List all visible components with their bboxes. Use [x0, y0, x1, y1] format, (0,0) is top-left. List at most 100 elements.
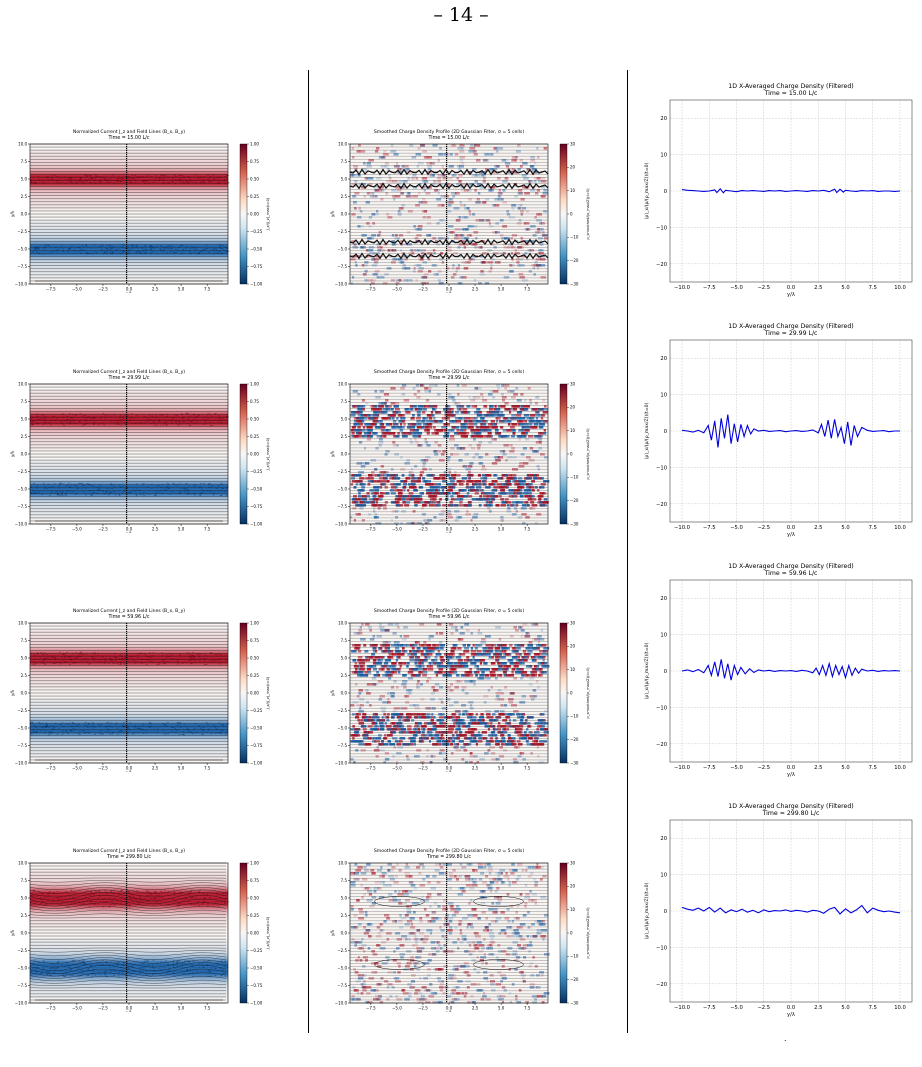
y-axis-label: y/λ [330, 929, 335, 936]
y-tick-label: 10.0 [338, 382, 347, 387]
mid-panel-3: Smoothed Charge Density Profile (2D Gaus… [320, 607, 620, 776]
colorbar-tick-label: 1.00 [250, 381, 259, 386]
colorbar-tick-label: 0.25 [250, 434, 259, 439]
left-panel-4: Normalized Current J_z and Field Lines (… [0, 847, 300, 1016]
x-axis-label: x/λ [446, 770, 453, 772]
x-axis-label: x/λ [126, 770, 133, 772]
x-tick-label: 0.0 [446, 527, 453, 532]
y-axis-label: ⟨ρ⟩_x/(ρ/(ρ_max/Z))(t=0) [644, 882, 650, 939]
heatmap [30, 383, 229, 525]
x-tick-label: −2.5 [98, 527, 108, 532]
panel-title: Smoothed Charge Density Profile (2D Gaus… [374, 369, 524, 375]
x-tick-label: −7.5 [366, 287, 376, 292]
axes-frame [669, 99, 913, 283]
x-tick-label: −10.0 [674, 765, 690, 771]
colorbar-label: ρ_smoothed/(ρ_max/Z)(t=0) [586, 428, 590, 480]
x-tick-label: −5.0 [72, 527, 82, 532]
colorbar-tick-label: 0.00 [250, 930, 259, 935]
y-axis-label: y/λ [10, 929, 15, 936]
y-tick-label: 2.5 [21, 913, 28, 918]
y-tick-label: −10 [656, 465, 667, 471]
colorbar-tick-label: −10 [570, 714, 579, 719]
panel-time: Time = 15.00 L/c [428, 135, 470, 141]
line-chart-4: 1D X-Averaged Charge Density (Filtered) T… [638, 800, 918, 1034]
colorbar-tick-label: 1.00 [250, 141, 259, 146]
y-tick-label: 2.5 [341, 673, 348, 678]
colorbar-tick-label: 0.75 [250, 878, 259, 883]
x-tick-label: 10.0 [894, 765, 906, 771]
y-tick-label: −10.0 [335, 282, 348, 287]
axes-frame [669, 339, 913, 523]
y-tick-label: 0.0 [341, 931, 348, 936]
chart-title: 1D X-Averaged Charge Density (Filtered) [728, 83, 853, 90]
panel-title: Normalized Current J_z and Field Lines (… [73, 369, 185, 375]
y-tick-label: 10.0 [338, 621, 347, 626]
y-axis-label: ⟨ρ⟩_x/(ρ/(ρ_max/Z))(t=0) [644, 642, 650, 699]
line-chart-3: 1D X-Averaged Charge Density (Filtered) T… [638, 560, 918, 794]
colorbar-tick-label: −20 [570, 737, 579, 742]
y-tick-label: −2.5 [337, 469, 347, 474]
y-tick-label: −10 [656, 225, 667, 231]
panel-time: Time = 29.99 L/c [108, 375, 150, 381]
colorbar-tick-label: −0.25 [250, 948, 263, 953]
x-tick-label: 0.0 [787, 525, 795, 531]
chart-subtitle: Time = 29.99 L/c [764, 330, 818, 337]
x-tick-label: 0.0 [446, 287, 453, 292]
y-tick-label: 7.5 [21, 159, 28, 164]
column-separator-right [627, 70, 628, 1033]
mid-panel-4: Smoothed Charge Density Profile (2D Gaus… [320, 847, 620, 1016]
x-tick-label: 5.0 [498, 287, 505, 292]
colorbar [239, 383, 248, 525]
y-tick-label: −20 [656, 742, 667, 748]
x-tick-label: −10.0 [674, 285, 690, 291]
y-tick-label: 0.0 [21, 691, 28, 696]
x-tick-label: 5.0 [498, 527, 505, 532]
y-tick-label: −2.5 [17, 229, 27, 234]
x-tick-label: 5.0 [498, 1006, 505, 1011]
x-tick-label: −2.5 [98, 287, 108, 292]
y-tick-label: −2.5 [337, 948, 347, 953]
series-line [681, 414, 900, 448]
y-tick-label: 20 [660, 356, 667, 362]
y-tick-label: −7.5 [337, 743, 347, 748]
x-tick-label: −10.0 [674, 1005, 690, 1011]
y-tick-label: 5.0 [341, 896, 348, 901]
x-tick-label: −7.5 [366, 766, 376, 771]
x-tick-label: 0.0 [446, 1006, 453, 1011]
y-tick-label: 10.0 [338, 861, 347, 866]
colorbar-tick-label: 0.50 [250, 416, 259, 421]
colorbar-tick-label: −0.75 [250, 504, 263, 509]
y-axis-label: ⟨ρ⟩_x/(ρ/(ρ_max/Z))(t=0) [644, 402, 650, 459]
x-tick-label: 5.0 [178, 287, 185, 292]
left-panel-2: Normalized Current J_z and Field Lines (… [0, 368, 300, 537]
colorbar-tick-label: 0 [570, 930, 573, 935]
y-tick-label: 2.5 [341, 434, 348, 439]
colorbar-tick-label: 0.25 [250, 673, 259, 678]
x-tick-label: −2.5 [757, 765, 770, 771]
colorbar-label: ρ_smoothed/(ρ_max/Z)(t=0) [586, 907, 590, 959]
y-tick-label: 10.0 [18, 861, 27, 866]
y-tick-label: −2.5 [17, 948, 27, 953]
x-tick-label: −2.5 [757, 285, 770, 291]
y-tick-label: 2.5 [21, 434, 28, 439]
y-tick-label: 20 [660, 116, 667, 122]
y-tick-label: 10.0 [338, 142, 347, 147]
x-tick-label: 0.0 [126, 287, 133, 292]
x-tick-label: 5.0 [841, 765, 849, 771]
y-tick-label: 2.5 [341, 913, 348, 918]
colorbar-tick-label: −0.50 [250, 725, 263, 730]
colorbar-tick-label: 30 [570, 381, 576, 386]
colorbar-tick-label: 20 [570, 884, 576, 889]
colorbar-tick-label: −10 [570, 954, 579, 959]
line-chart-1: 1D X-Averaged Charge Density (Filtered) T… [638, 80, 918, 314]
panel-title: Normalized Current J_z and Field Lines (… [73, 848, 185, 854]
x-tick-label: 0.0 [126, 527, 133, 532]
x-axis-label: y/λ [787, 1012, 795, 1018]
y-tick-label: −5.0 [17, 247, 27, 252]
y-tick-label: −5.0 [337, 966, 347, 971]
chart-subtitle: Time = 59.96 L/c [764, 570, 818, 577]
x-tick-label: 2.5 [472, 1006, 479, 1011]
heatmap [29, 862, 230, 1004]
colorbar-tick-label: −10 [570, 235, 579, 240]
chart-title: 1D X-Averaged Charge Density (Filtered) [728, 563, 853, 570]
